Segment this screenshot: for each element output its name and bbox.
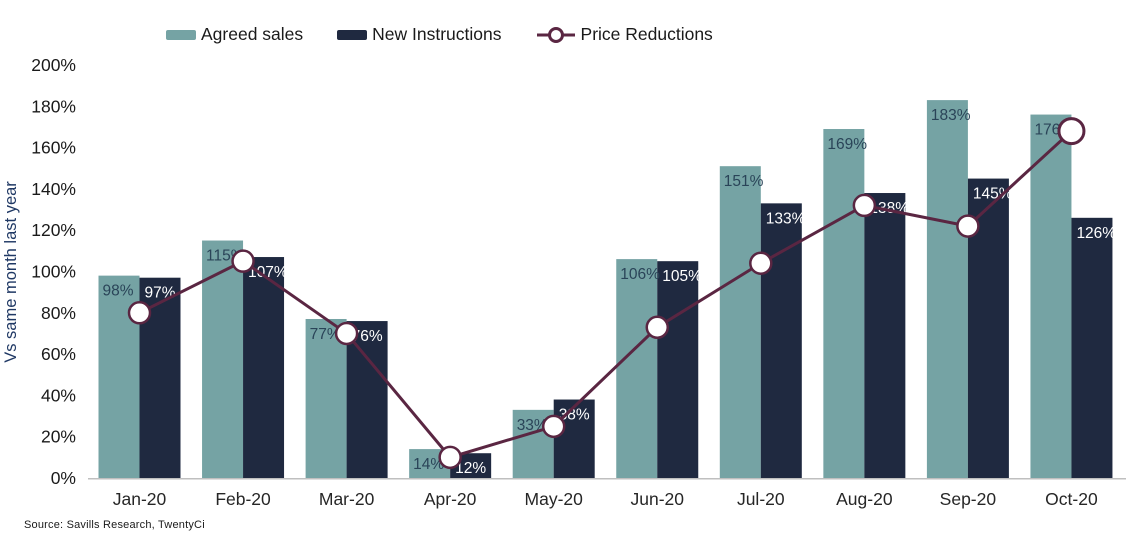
price-reductions-marker-Sep-20 <box>956 214 980 238</box>
bar-label-new-instructions-Apr-20: 12% <box>455 460 486 477</box>
price-reductions-line <box>138 129 1073 460</box>
new-instructions-swatch-icon <box>337 29 368 40</box>
plot-area: 0% 20% 40% 60% 80% 100% 120% 140% 160% 180% 200% Ja… <box>31 55 1126 509</box>
price-reductions-marker-Jan-20 <box>127 301 152 325</box>
bar-agreed-sales-Aug-20 <box>823 129 865 478</box>
bar-label-new-instructions-Jul-20: 133% <box>766 210 806 227</box>
legend-label-new-instructions: New Instructions <box>372 24 502 44</box>
bar-label-agreed-sales-Mar-20: 77% <box>310 326 341 343</box>
bar-new-instructions-Feb-20 <box>243 257 285 478</box>
price-reductions-marker-Aug-20 <box>852 193 877 218</box>
price-reductions-marker-Feb-20 <box>231 249 255 273</box>
bar-label-agreed-sales-Sep-20: 183% <box>931 107 971 124</box>
y-axis-title: Vs same month last year <box>2 181 20 363</box>
x-tick-label-Sep-20: Sep-20 <box>940 489 997 509</box>
y-tick-label-180: 180% <box>31 96 76 116</box>
y-tick-label-0: 0% <box>51 468 76 488</box>
line-open-circle-icon <box>536 26 575 43</box>
x-tick-label-Jun-20: Jun-20 <box>630 489 684 509</box>
bar-label-agreed-sales-Jun-20: 106% <box>620 266 660 283</box>
y-tick-label-60: 60% <box>41 344 76 364</box>
y-tick-label-40: 40% <box>41 385 76 405</box>
chart-legend: Agreed sales New Instructions Price Redu… <box>166 24 713 45</box>
price-reductions-marker-May-20 <box>541 414 566 439</box>
price-reductions-marker-Jun-20 <box>645 315 669 340</box>
bar-label-agreed-sales-Jul-20: 151% <box>724 173 764 190</box>
x-tick-label-Oct-20: Oct-20 <box>1045 489 1098 509</box>
y-tick-label-20: 20% <box>41 427 76 447</box>
y-tick-label-200: 200% <box>31 55 76 75</box>
x-tick-label-May-20: May-20 <box>525 489 584 509</box>
bar-label-new-instructions-May-20: 38% <box>559 407 590 424</box>
bar-new-instructions-Jun-20 <box>657 261 699 478</box>
bar-new-instructions-Mar-20 <box>346 321 388 478</box>
x-tick-label-Feb-20: Feb-20 <box>215 489 271 509</box>
y-tick-label-160: 160% <box>31 138 76 158</box>
bar-agreed-sales-Jul-20 <box>719 166 761 478</box>
legend-item-new-instructions: New Instructions <box>337 24 502 45</box>
agreed-sales-swatch-icon <box>166 29 196 40</box>
price-reductions-marker-Apr-20 <box>438 445 462 470</box>
x-tick-label-Mar-20: Mar-20 <box>319 489 375 509</box>
bar-label-new-instructions-Oct-20: 126% <box>1076 225 1116 242</box>
bar-agreed-sales-Feb-20 <box>202 240 244 478</box>
bar-new-instructions-Jul-20 <box>760 203 802 479</box>
bar-agreed-sales-Oct-20 <box>1030 114 1072 478</box>
x-tick-label-Jan-20: Jan-20 <box>113 489 167 509</box>
bar-agreed-sales-Jun-20 <box>616 259 658 478</box>
legend-item-price-reductions: Price Reductions <box>536 24 713 45</box>
x-tick-label-Jul-20: Jul-20 <box>737 489 785 509</box>
bar-agreed-sales-Sep-20 <box>926 100 968 478</box>
bar-label-new-instructions-Sep-20: 145% <box>973 186 1013 203</box>
bar-label-new-instructions-Jun-20: 105% <box>662 268 702 285</box>
price-reductions-marker-Jul-20 <box>749 251 773 275</box>
bar-label-new-instructions-Mar-20: 76% <box>352 328 383 345</box>
price-reductions-marker-Mar-20 <box>334 321 359 346</box>
y-tick-label-100: 100% <box>31 262 76 282</box>
y-tick-label-80: 80% <box>41 303 76 323</box>
x-tick-label-Apr-20: Apr-20 <box>424 489 477 509</box>
bar-new-instructions-Oct-20 <box>1071 217 1113 478</box>
bar-new-instructions-Aug-20 <box>864 193 906 478</box>
y-tick-label-140: 140% <box>31 179 76 199</box>
bar-label-new-instructions-Jan-20: 97% <box>145 285 176 302</box>
legend-label-agreed-sales: Agreed sales <box>201 24 304 44</box>
x-tick-label-Aug-20: Aug-20 <box>836 489 893 509</box>
bar-label-new-instructions-Feb-20: 107% <box>248 264 288 281</box>
legend-label-price-reductions: Price Reductions <box>580 24 713 44</box>
bar-agreed-sales-Mar-20 <box>305 318 347 478</box>
bar-label-agreed-sales-Aug-20: 169% <box>827 136 867 153</box>
legend-item-agreed-sales: Agreed sales <box>166 24 303 45</box>
y-tick-label-120: 120% <box>31 220 76 240</box>
bar-label-agreed-sales-Jan-20: 98% <box>103 283 134 300</box>
source-note: Source: Savills Research, TwentyCi <box>24 519 205 531</box>
bar-label-agreed-sales-Apr-20: 14% <box>413 456 444 473</box>
price-reductions-marker-Oct-20 <box>1057 117 1086 146</box>
bar-new-instructions-May-20 <box>553 399 595 478</box>
